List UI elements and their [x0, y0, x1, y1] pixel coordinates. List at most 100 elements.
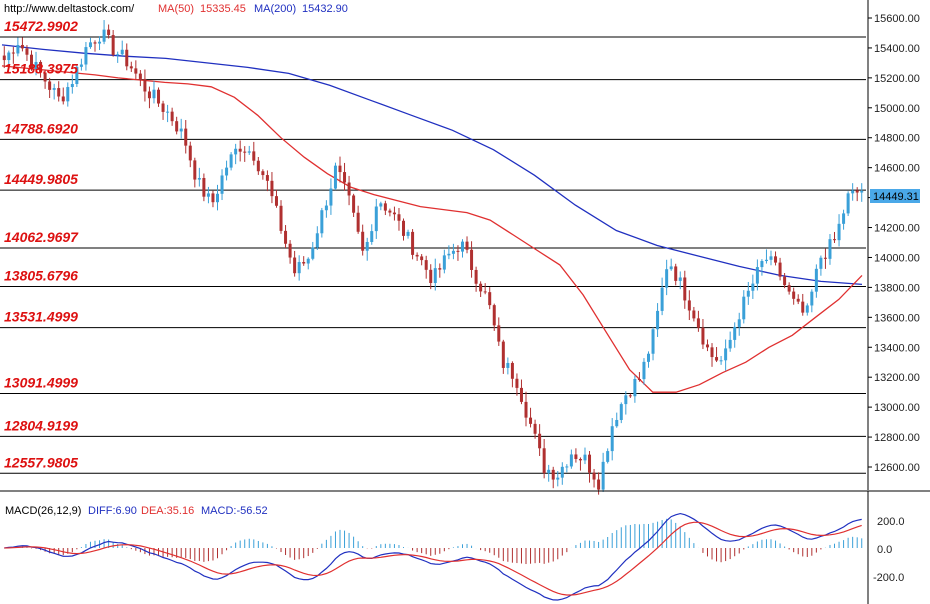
level-label: 12557.9805: [4, 454, 78, 470]
candle-body: [383, 203, 387, 211]
candle-body: [79, 64, 83, 67]
price-tick-label: 12600.00: [874, 462, 920, 474]
candle-body: [465, 241, 469, 250]
candle-body: [170, 111, 174, 122]
level-label: 13805.6796: [4, 268, 78, 284]
candle-body: [796, 298, 800, 302]
candle-body: [279, 205, 283, 231]
candle-body: [229, 154, 233, 168]
price-tick-label: 13400.00: [874, 342, 920, 354]
candle-body: [751, 283, 755, 291]
candle-body: [157, 89, 161, 104]
candle-body: [352, 195, 356, 213]
candle-body: [787, 285, 791, 292]
macd-hist-label: MACD:-56.52: [201, 505, 268, 517]
price-axis-ticks: 15600.00 15400.00 15200.00 15000.00 14800.00…: [868, 13, 920, 474]
candle-body: [311, 247, 315, 259]
candlesticks: [2, 20, 864, 495]
candle-body: [660, 287, 664, 311]
candle-body: [451, 250, 455, 254]
candle-body: [129, 66, 133, 69]
candle-body: [814, 268, 818, 292]
candle-body: [488, 292, 492, 306]
candle-body: [420, 256, 424, 261]
macd-title: MACD(26,12,9): [5, 505, 81, 517]
ma200-label: MA(200): [254, 3, 296, 15]
candle-body: [225, 167, 229, 176]
macd-diff-line: [4, 512, 862, 601]
candle-body: [492, 305, 496, 326]
candle-body: [705, 344, 709, 348]
candle-body: [633, 378, 637, 397]
candle-body: [810, 291, 814, 306]
price-tick-label: 13800.00: [874, 282, 920, 294]
candle-body: [220, 175, 224, 194]
candle-body: [320, 210, 324, 234]
candle-body: [138, 73, 142, 79]
candle-body: [356, 212, 360, 232]
ma50-label: MA(50): [158, 3, 194, 15]
candle-body: [84, 47, 88, 65]
candle-body: [11, 52, 15, 54]
candle-body: [397, 214, 401, 221]
price-tick-label: 14800.00: [874, 133, 920, 145]
candle-body: [261, 171, 265, 176]
candle-body: [510, 362, 514, 379]
candle-body: [52, 88, 56, 90]
candle-body: [556, 477, 560, 480]
source-url[interactable]: http://www.deltastock.com/: [4, 3, 135, 15]
candle-body: [683, 277, 687, 301]
candle-body: [588, 454, 592, 473]
price-tick-label: 15600.00: [874, 13, 920, 25]
candle-body: [742, 296, 746, 320]
candle-body: [846, 193, 850, 214]
candle-body: [252, 151, 256, 161]
candle-body: [152, 89, 156, 99]
candle-body: [361, 231, 365, 251]
candle-body: [265, 175, 269, 181]
candle-body: [519, 387, 523, 402]
candle-body: [774, 256, 778, 263]
candle-body: [860, 191, 864, 193]
ma200-value: 15432.90: [302, 3, 348, 15]
candle-body: [619, 404, 623, 420]
candle-body: [701, 327, 705, 345]
candle-body: [837, 223, 841, 241]
level-label: 14788.6920: [4, 120, 78, 136]
level-label: 14062.9697: [4, 229, 79, 245]
candle-body: [438, 268, 442, 270]
candle-body: [406, 231, 410, 236]
candle-body: [370, 231, 374, 242]
macd-tick-bottom: -200.0: [873, 572, 904, 584]
candle-body: [107, 29, 111, 36]
level-label: 14449.9805: [4, 171, 78, 187]
candle-body: [34, 61, 38, 70]
candle-body: [687, 300, 691, 311]
candle-body: [270, 180, 274, 197]
candle-body: [66, 87, 70, 102]
candle-body: [783, 276, 787, 286]
candle-body: [560, 466, 564, 478]
candle-body: [728, 339, 732, 349]
candle-body: [392, 212, 396, 215]
candle-body: [433, 268, 437, 283]
candle-body: [769, 256, 773, 260]
candle-body: [574, 454, 578, 459]
candle-body: [610, 426, 614, 452]
candle-body: [293, 257, 297, 274]
candle-body: [29, 54, 33, 70]
candle-body: [474, 269, 478, 284]
candle-body: [120, 49, 124, 55]
candle-body: [733, 326, 737, 340]
level-label: 13091.4999: [4, 374, 78, 390]
candle-body: [637, 378, 641, 380]
candle-body: [111, 35, 115, 55]
candle-body: [642, 361, 646, 380]
candle-body: [39, 61, 43, 73]
candle-body: [188, 145, 192, 161]
candle-body: [116, 54, 120, 56]
candle-body: [592, 472, 596, 480]
level-label: 15188.3975: [4, 61, 78, 77]
candle-body: [20, 44, 24, 49]
candle-body: [388, 210, 392, 213]
